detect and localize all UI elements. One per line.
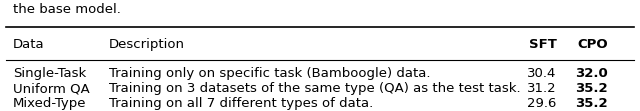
Text: 35.2: 35.2 [575, 97, 608, 110]
Text: Mixed-Type: Mixed-Type [13, 97, 86, 110]
Text: the base model.: the base model. [13, 3, 121, 16]
Text: Data: Data [13, 39, 44, 52]
Text: 29.6: 29.6 [527, 97, 557, 110]
Text: 31.2: 31.2 [527, 82, 557, 95]
Text: Training on all 7 different types of data.: Training on all 7 different types of dat… [109, 97, 373, 110]
Text: 30.4: 30.4 [527, 67, 557, 80]
Text: CPO: CPO [577, 39, 608, 52]
Text: Training only on specific task (Bamboogle) data.: Training only on specific task (Bamboogl… [109, 67, 430, 80]
Text: Single-Task: Single-Task [13, 67, 86, 80]
Text: Uniform QA: Uniform QA [13, 82, 90, 95]
Text: 35.2: 35.2 [575, 82, 608, 95]
Text: Description: Description [109, 39, 185, 52]
Text: 32.0: 32.0 [575, 67, 608, 80]
Text: Training on 3 datasets of the same type (QA) as the test task.: Training on 3 datasets of the same type … [109, 82, 520, 95]
Text: SFT: SFT [529, 39, 557, 52]
